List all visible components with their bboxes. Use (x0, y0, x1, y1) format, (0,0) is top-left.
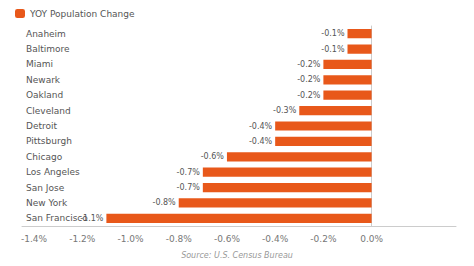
svg-text:Cleveland: Cleveland (26, 106, 71, 116)
svg-text:-0.2%: -0.2% (297, 60, 321, 69)
svg-text:-1.1%: -1.1% (80, 214, 104, 223)
svg-text:-0.7%: -0.7% (177, 168, 201, 177)
svg-text:San Jose: San Jose (26, 183, 65, 193)
svg-text:-0.4%: -0.4% (249, 137, 273, 146)
svg-text:San Francisco: San Francisco (26, 213, 88, 223)
svg-text:Pittsburgh: Pittsburgh (26, 136, 72, 146)
svg-text:-0.2%: -0.2% (297, 91, 321, 100)
svg-text:-0.7%: -0.7% (177, 183, 201, 192)
svg-text:-1.0%: -1.0% (117, 234, 144, 244)
svg-text:Newark: Newark (26, 75, 61, 85)
svg-text:-1.4%: -1.4% (21, 234, 48, 244)
svg-text:-0.8%: -0.8% (166, 234, 193, 244)
svg-text:-0.2%: -0.2% (297, 75, 321, 84)
svg-text:New York: New York (26, 198, 68, 208)
svg-text:-0.3%: -0.3% (273, 106, 297, 115)
svg-text:-0.1%: -0.1% (321, 45, 345, 54)
svg-text:-0.8%: -0.8% (153, 198, 177, 207)
svg-text:Los Angeles: Los Angeles (26, 167, 80, 177)
svg-text:Chicago: Chicago (26, 152, 63, 162)
svg-text:-0.4%: -0.4% (249, 122, 273, 131)
svg-text:-0.6%: -0.6% (214, 234, 241, 244)
svg-text:Anaheim: Anaheim (26, 29, 66, 39)
svg-text:Detroit: Detroit (26, 121, 58, 131)
svg-text:YOY Population Change: YOY Population Change (29, 9, 135, 19)
svg-text:-0.6%: -0.6% (201, 152, 225, 161)
svg-text:-0.2%: -0.2% (310, 234, 337, 244)
svg-text:Oakland: Oakland (26, 90, 63, 100)
svg-text:Baltimore: Baltimore (26, 44, 70, 54)
svg-text:-1.2%: -1.2% (69, 234, 96, 244)
svg-text:Miami: Miami (26, 59, 53, 69)
svg-text:Source: U.S. Census Bureau: Source: U.S. Census Bureau (181, 251, 293, 260)
svg-text:-0.1%: -0.1% (321, 29, 345, 38)
svg-text:0.0%: 0.0% (360, 234, 383, 244)
svg-text:-0.4%: -0.4% (262, 234, 289, 244)
